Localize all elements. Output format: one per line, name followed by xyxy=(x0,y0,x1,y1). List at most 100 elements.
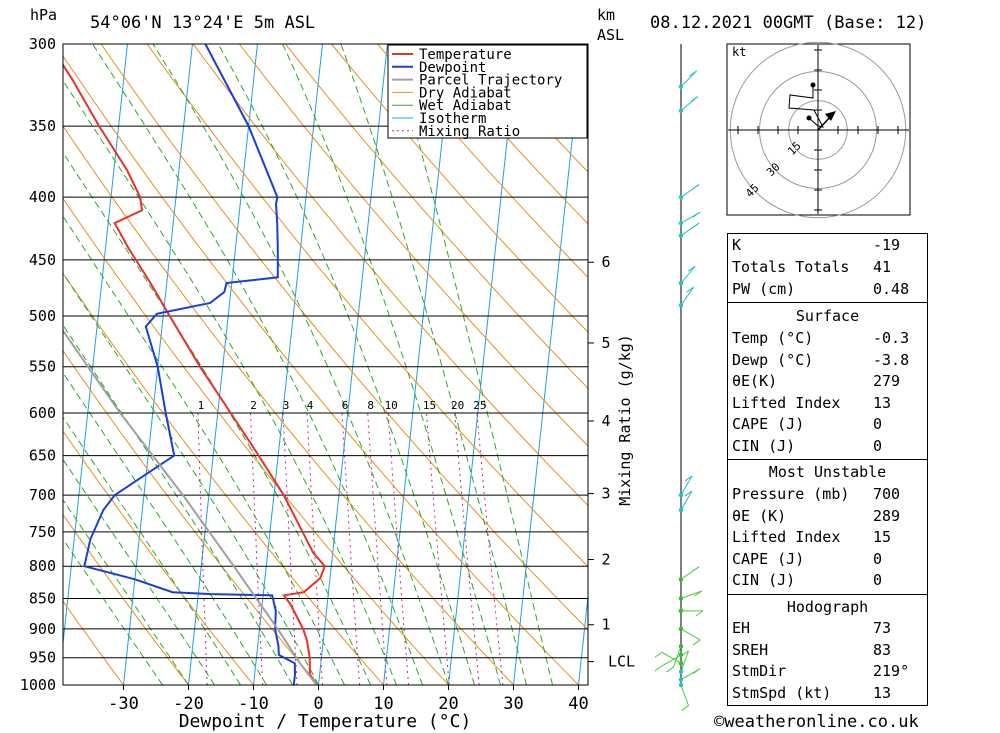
wind-barb-flag xyxy=(695,610,704,617)
mixing-ratio-label: 6 xyxy=(342,399,349,412)
temperature-tick-label: 10 xyxy=(373,694,393,714)
mixing-ratio-label: 2 xyxy=(250,399,257,412)
temperature-tick-label: 0 xyxy=(313,694,323,714)
param-row: Lifted Index 13 xyxy=(728,392,927,413)
wind-barb xyxy=(680,650,689,672)
surface-box: Surface Temp (°C) -0.3 Dewp (°C) -3.8 θE(K) 2… xyxy=(727,302,928,461)
temperature-tick-label: 30 xyxy=(503,694,523,714)
pressure-tick-label: 600 xyxy=(29,404,56,422)
param-value: 83 xyxy=(873,640,892,659)
indices-box: K -19 Totals Totals 41 PW (cm) 0.48 xyxy=(727,233,928,304)
x-axis-label: Dewpoint / Temperature (°C) xyxy=(179,711,472,732)
mixing-ratio-line xyxy=(454,412,480,685)
dry-adiabat-line xyxy=(238,44,588,447)
param-row: θE (K) 289 xyxy=(728,505,927,526)
param-label: CIN (J) xyxy=(732,571,796,589)
wind-barb-flag xyxy=(654,651,663,658)
km-tick-label: 6 xyxy=(601,253,610,271)
legend-label: Dewpoint xyxy=(419,60,486,76)
mixing-ratio-labels: 1 2 3 4 6 8 10 15 20 25 xyxy=(198,399,487,412)
param-label: Lifted Index xyxy=(732,393,841,412)
isotherm-line xyxy=(122,44,193,685)
mixing-ratio-label: 20 xyxy=(451,399,464,412)
location-title: 54°06'N 13°24'E 5m ASL xyxy=(90,13,315,33)
wind-barb-flag xyxy=(666,666,674,673)
temperature-tick-labels: -30 -20 -10 0 10 20 30 40 xyxy=(108,685,589,714)
wet-adiabat-line xyxy=(63,215,345,685)
wind-barb-flag xyxy=(692,639,701,646)
mixing-ratio-line xyxy=(197,412,208,685)
param-row: Lifted Index 15 xyxy=(728,526,927,547)
legend-label: Temperature xyxy=(419,47,512,63)
mixing-ratio-label: 3 xyxy=(283,399,290,412)
pressure-tick-labels: 300 350 400 450 500 550 600 650 700 750 800 850 900 9… xyxy=(20,35,56,694)
isotherm-line xyxy=(641,7,717,711)
pressure-tick-label: 400 xyxy=(29,188,56,206)
datetime-title: 08.12.2021 00GMT (Base: 12) xyxy=(650,13,926,33)
wind-barb-flag xyxy=(691,184,700,190)
param-row: CAPE (J) 0 xyxy=(728,413,927,434)
isotherm-line xyxy=(317,44,388,685)
dry-adiabat-line xyxy=(63,600,125,685)
surface-title: Surface xyxy=(795,307,860,325)
most-unstable-title: Most Unstable xyxy=(768,463,887,481)
hodograph-point xyxy=(810,82,816,88)
dry-adiabat-line xyxy=(146,44,588,568)
param-value: 13 xyxy=(873,683,892,702)
pressure-tick-label: 750 xyxy=(29,523,56,541)
wind-barb-flag xyxy=(691,566,700,573)
km-tick-label: 1 xyxy=(601,616,610,634)
wind-barb-flag xyxy=(687,265,696,272)
param-row: CIN (J) 0 xyxy=(728,435,927,456)
temperature-tick-label: 40 xyxy=(568,694,588,714)
param-row: SREH 83 xyxy=(728,639,927,660)
wind-barb-flag xyxy=(684,490,693,497)
mixing-ratio-line xyxy=(367,412,388,685)
km-tick-label: 4 xyxy=(601,412,610,430)
pressure-tick-label: 1000 xyxy=(20,676,56,694)
km-tick-labels: 6 5 4 3 2 1 LCL xyxy=(588,253,635,671)
wind-barb-flag xyxy=(694,590,702,597)
dry-adiabat-line xyxy=(284,44,588,390)
mixing-ratio-label: 10 xyxy=(385,399,398,412)
hodograph-unit: kt xyxy=(732,45,746,59)
legend-label: Dry Adiabat xyxy=(419,85,512,101)
totals-totals-row: Totals Totals 41 xyxy=(732,258,892,276)
param-label: SREH xyxy=(732,640,769,659)
param-value: 289 xyxy=(873,506,901,525)
plot-frame xyxy=(62,43,589,686)
wind-barb xyxy=(680,590,702,599)
mixing-ratio-axis-label: Mixing Ratio (g/kg) xyxy=(616,334,634,506)
hodograph-trace xyxy=(788,85,824,128)
isotherm-line xyxy=(63,44,128,648)
param-value: 73 xyxy=(873,619,892,637)
param-row: Temp (°C) -0.3 xyxy=(728,327,927,348)
dry-adiabat-line xyxy=(422,44,588,225)
legend-label: Parcel Trajectory xyxy=(419,73,562,89)
mixing-ratio-line xyxy=(282,412,298,685)
pressure-tick-label: 500 xyxy=(29,307,56,325)
param-value: -3.8 xyxy=(873,350,910,369)
pressure-tick-label: 900 xyxy=(29,620,56,638)
mixing-ratio-line xyxy=(306,412,323,685)
legend-label: Mixing Ratio xyxy=(419,124,520,140)
mixing-ratio-line xyxy=(476,412,504,685)
wet-adiabat-line xyxy=(63,416,241,685)
km-tick-label: LCL xyxy=(608,653,635,671)
pressure-tick-label: 800 xyxy=(29,557,56,575)
wind-barb xyxy=(680,265,696,284)
wind-barb xyxy=(680,286,695,306)
hodograph-params-box: Hodograph EH 73 SREH 83 StmDir 219° StmSpd (kt… xyxy=(727,594,928,706)
wind-barb xyxy=(673,646,682,668)
param-label: StmDir xyxy=(732,662,787,680)
temperature-line xyxy=(63,63,326,685)
k-index-row: K -19 xyxy=(732,236,901,254)
pressure-tick-label: 450 xyxy=(29,251,56,269)
param-value: 15 xyxy=(873,528,892,546)
param-value: 700 xyxy=(873,485,901,503)
param-value: 0 xyxy=(873,571,883,589)
temperature-tick-label: 20 xyxy=(438,694,458,714)
param-value: 279 xyxy=(873,372,901,390)
wind-barb-flag xyxy=(690,96,699,102)
